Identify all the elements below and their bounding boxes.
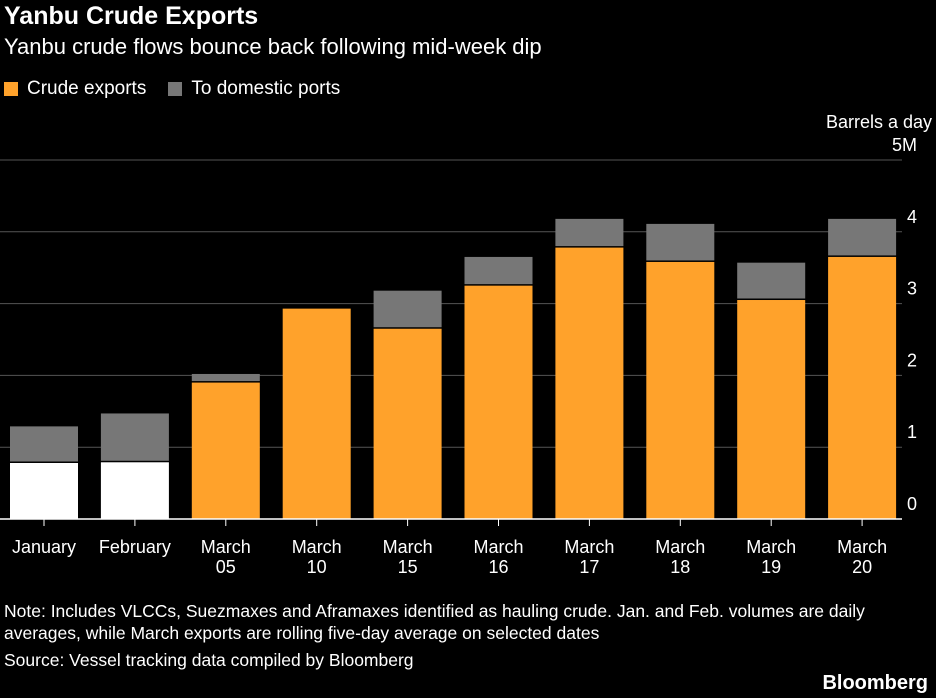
legend-swatch-domestic-ports (168, 82, 183, 96)
x-tick-label: February (99, 537, 171, 557)
legend-item-crude-exports: Crude exports (4, 78, 146, 100)
bar-crude-exports (555, 247, 624, 519)
x-tick-label: March (201, 537, 251, 557)
bar-domestic-ports (828, 218, 897, 256)
chart-note: Note: Includes VLCCs, Suezmaxes and Afra… (4, 601, 865, 643)
y-axis-unit-label: Barrels a day (825, 112, 932, 132)
bar-domestic-ports (10, 426, 78, 462)
y-tick-label: 4 (907, 207, 917, 227)
bar-domestic-ports (191, 373, 260, 382)
chart-title: Yanbu Crude Exports (4, 2, 259, 30)
chart-source: Source: Vessel tracking data compiled by… (4, 650, 414, 670)
bar-crude-exports (282, 308, 351, 519)
x-tick-label: March (383, 537, 433, 557)
x-tick-label: January (12, 537, 76, 557)
chart-subtitle: Yanbu crude flows bounce back following … (4, 34, 542, 59)
y-tick-label: 1 (907, 422, 917, 442)
bar-crude-exports (828, 256, 897, 519)
bar-domestic-ports (737, 262, 806, 299)
bar-crude-exports (373, 328, 442, 519)
bar-crude-exports (10, 462, 78, 519)
x-tick-label: 15 (398, 557, 418, 577)
legend-item-domestic-ports: To domestic ports (168, 78, 340, 100)
legend-swatch-crude-exports (4, 82, 18, 96)
bar-domestic-ports (373, 290, 442, 328)
y-tick-label: 3 (907, 279, 917, 299)
bar-crude-exports (191, 382, 260, 519)
bar-domestic-ports (646, 223, 715, 261)
x-tick-label: March (655, 537, 705, 557)
x-tick-label: March (473, 537, 523, 557)
legend-label-domestic-ports: To domestic ports (191, 78, 341, 99)
x-tick-label: 05 (216, 557, 236, 577)
bar-crude-exports (100, 462, 169, 519)
x-tick-label: 16 (488, 557, 508, 577)
bar-crude-exports (646, 261, 715, 519)
legend: Crude exports To domestic ports (4, 78, 362, 100)
legend-label-crude-exports: Crude exports (27, 78, 147, 99)
y-tick-label: 5M (892, 135, 917, 155)
x-tick-label: 19 (761, 557, 781, 577)
bar-crude-exports (464, 285, 533, 519)
x-tick-label: March (564, 537, 614, 557)
x-tick-label: March (837, 537, 887, 557)
bar-domestic-ports (555, 218, 624, 247)
x-tick-label: March (746, 537, 796, 557)
x-tick-label: 18 (670, 557, 690, 577)
y-tick-label: 2 (907, 350, 917, 370)
bloomberg-logo: Bloomberg (822, 672, 928, 694)
bar-domestic-ports (464, 256, 533, 285)
x-tick-label: March (292, 537, 342, 557)
x-tick-label: 17 (579, 557, 599, 577)
bar-crude-exports (737, 300, 806, 519)
x-tick-label: 10 (307, 557, 327, 577)
bar-domestic-ports (100, 413, 169, 461)
x-tick-label: 20 (852, 557, 872, 577)
y-tick-label: 0 (907, 494, 917, 514)
